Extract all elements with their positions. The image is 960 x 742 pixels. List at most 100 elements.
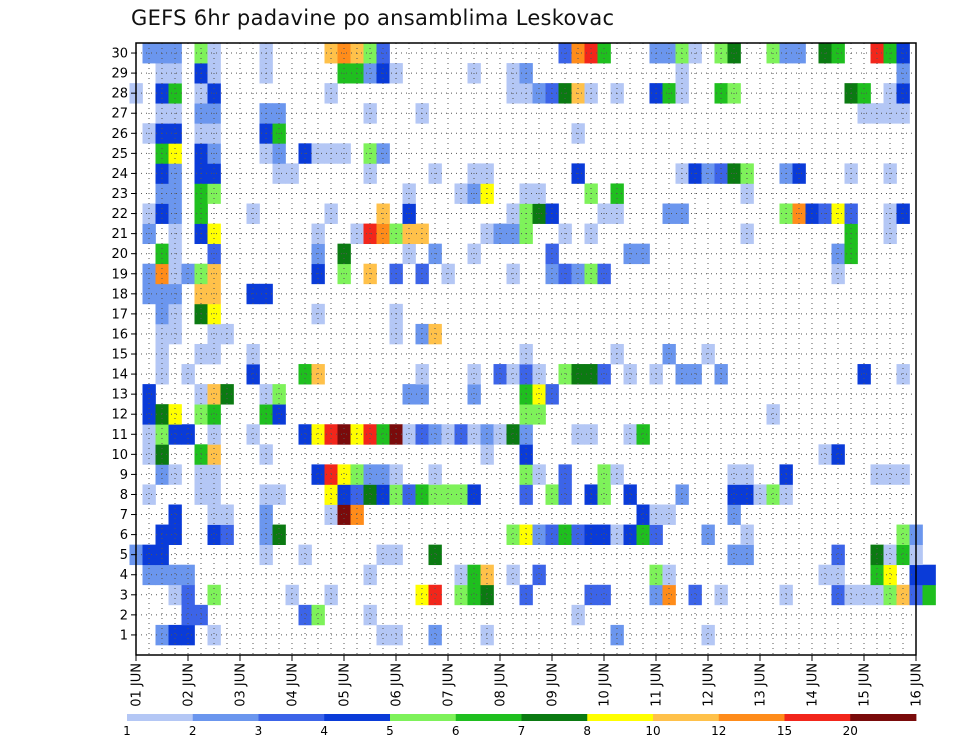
heatmap-cell: [896, 524, 910, 545]
heatmap-cell: [831, 564, 845, 586]
heatmap-cell: [272, 524, 286, 545]
heatmap-cell: [220, 504, 234, 525]
legend-swatch: [653, 714, 720, 721]
heatmap-cell: [142, 424, 156, 445]
heatmap-cell: [597, 464, 611, 485]
heatmap-cell: [727, 484, 741, 505]
heatmap-cell: [467, 364, 481, 385]
heatmap-cell: [207, 424, 221, 445]
heatmap-cell: [896, 464, 910, 485]
legend-label: 7: [518, 724, 526, 738]
heatmap-cell: [636, 424, 650, 445]
x-tick-label: 15 JUN: [858, 663, 873, 707]
y-tick-label: 19: [111, 267, 128, 282]
heatmap-cell: [337, 464, 351, 485]
heatmap-cell: [922, 564, 936, 586]
heatmap-cell: [207, 624, 221, 646]
heatmap-cell: [597, 364, 611, 385]
heatmap-cell: [168, 624, 182, 646]
heatmap-cell: [402, 384, 416, 405]
legend-label: 6: [452, 724, 460, 738]
heatmap-cell: [467, 484, 481, 505]
heatmap-cell: [155, 303, 169, 325]
heatmap-cell: [207, 384, 221, 405]
heatmap-cell: [181, 624, 195, 646]
legend-swatch: [455, 714, 522, 721]
heatmap-cell: [831, 584, 845, 606]
heatmap-cell: [623, 484, 637, 505]
heatmap-cell: [623, 364, 637, 385]
heatmap-cell: [441, 484, 455, 505]
legend-label: 20: [843, 724, 858, 738]
heatmap-cell: [623, 524, 637, 545]
heatmap-cell: [558, 364, 572, 385]
heatmap-cell: [181, 604, 195, 626]
heatmap-cell: [363, 464, 377, 485]
heatmap-cell: [571, 604, 585, 626]
heatmap-cell: [532, 404, 546, 425]
heatmap-cell: [428, 424, 442, 445]
heatmap-cell: [142, 484, 156, 505]
y-tick-label: 30: [111, 47, 128, 62]
y-tick-label: 2: [120, 608, 128, 623]
heatmap-cell: [142, 564, 156, 586]
heatmap-cell: [883, 564, 897, 586]
heatmap-cell: [168, 424, 182, 445]
y-tick-label: 6: [120, 528, 128, 543]
x-tick-label: 02 JUN: [182, 663, 197, 707]
y-tick-label: 24: [111, 167, 128, 182]
y-tick-label: 21: [111, 227, 128, 242]
heatmap-cell: [740, 524, 754, 545]
heatmap-cell: [480, 624, 494, 646]
heatmap-cell: [207, 343, 221, 365]
heatmap-cell: [571, 424, 585, 445]
heatmap-cell: [480, 424, 494, 445]
heatmap-cell: [883, 544, 897, 566]
heatmap-cell: [675, 364, 689, 385]
heatmap-cell: [870, 464, 884, 485]
heatmap-cell: [376, 624, 390, 646]
legend-label: 5: [386, 724, 394, 738]
x-tick-label: 03 JUN: [234, 663, 249, 707]
legend-swatch: [192, 714, 259, 721]
heatmap-cell: [142, 384, 156, 405]
legend-swatch: [127, 714, 194, 721]
x-tick-label: 11 JUN: [650, 663, 665, 707]
heatmap-cell: [597, 524, 611, 545]
legend-label: 8: [583, 724, 591, 738]
heatmap-cell: [610, 343, 624, 365]
heatmap-cell: [311, 604, 325, 626]
heatmap-cell: [896, 584, 910, 606]
y-tick-label: 26: [111, 127, 128, 142]
x-tick-label: 04 JUN: [286, 663, 301, 707]
heatmap-cell: [571, 524, 585, 545]
heatmap-cell: [532, 564, 546, 586]
heatmap-cell: [142, 404, 156, 425]
x-tick-label: 13 JUN: [754, 663, 769, 707]
y-axis: 1234567891011121314151617181920212223242…: [111, 47, 136, 643]
plot-frame: [135, 42, 917, 656]
heatmap-cell: [727, 544, 741, 566]
heatmap-cell: [181, 564, 195, 586]
legend-swatch: [390, 714, 457, 721]
heatmap-cell: [168, 564, 182, 586]
heatmap-cell: [337, 484, 351, 505]
heatmap-cell: [870, 584, 884, 606]
heatmap-cell: [610, 524, 624, 545]
heatmap-cell: [155, 323, 169, 345]
heatmap-cell: [272, 384, 286, 405]
heatmap-cell: [532, 524, 546, 545]
heatmap-cell: [662, 504, 676, 525]
y-tick-label: 14: [111, 368, 128, 383]
x-tick-label: 07 JUN: [442, 663, 457, 707]
heatmap-cell: [857, 364, 871, 385]
y-tick-label: 27: [111, 107, 128, 122]
x-tick-label: 16 JUN: [910, 663, 925, 707]
heatmap-cell: [636, 504, 650, 525]
heatmap-cell: [441, 424, 455, 445]
y-tick-label: 16: [111, 327, 128, 342]
heatmap-cell: [688, 364, 702, 385]
heatmap-cell: [337, 504, 351, 525]
legend-swatch: [324, 714, 391, 721]
heatmap-cell: [402, 424, 416, 445]
